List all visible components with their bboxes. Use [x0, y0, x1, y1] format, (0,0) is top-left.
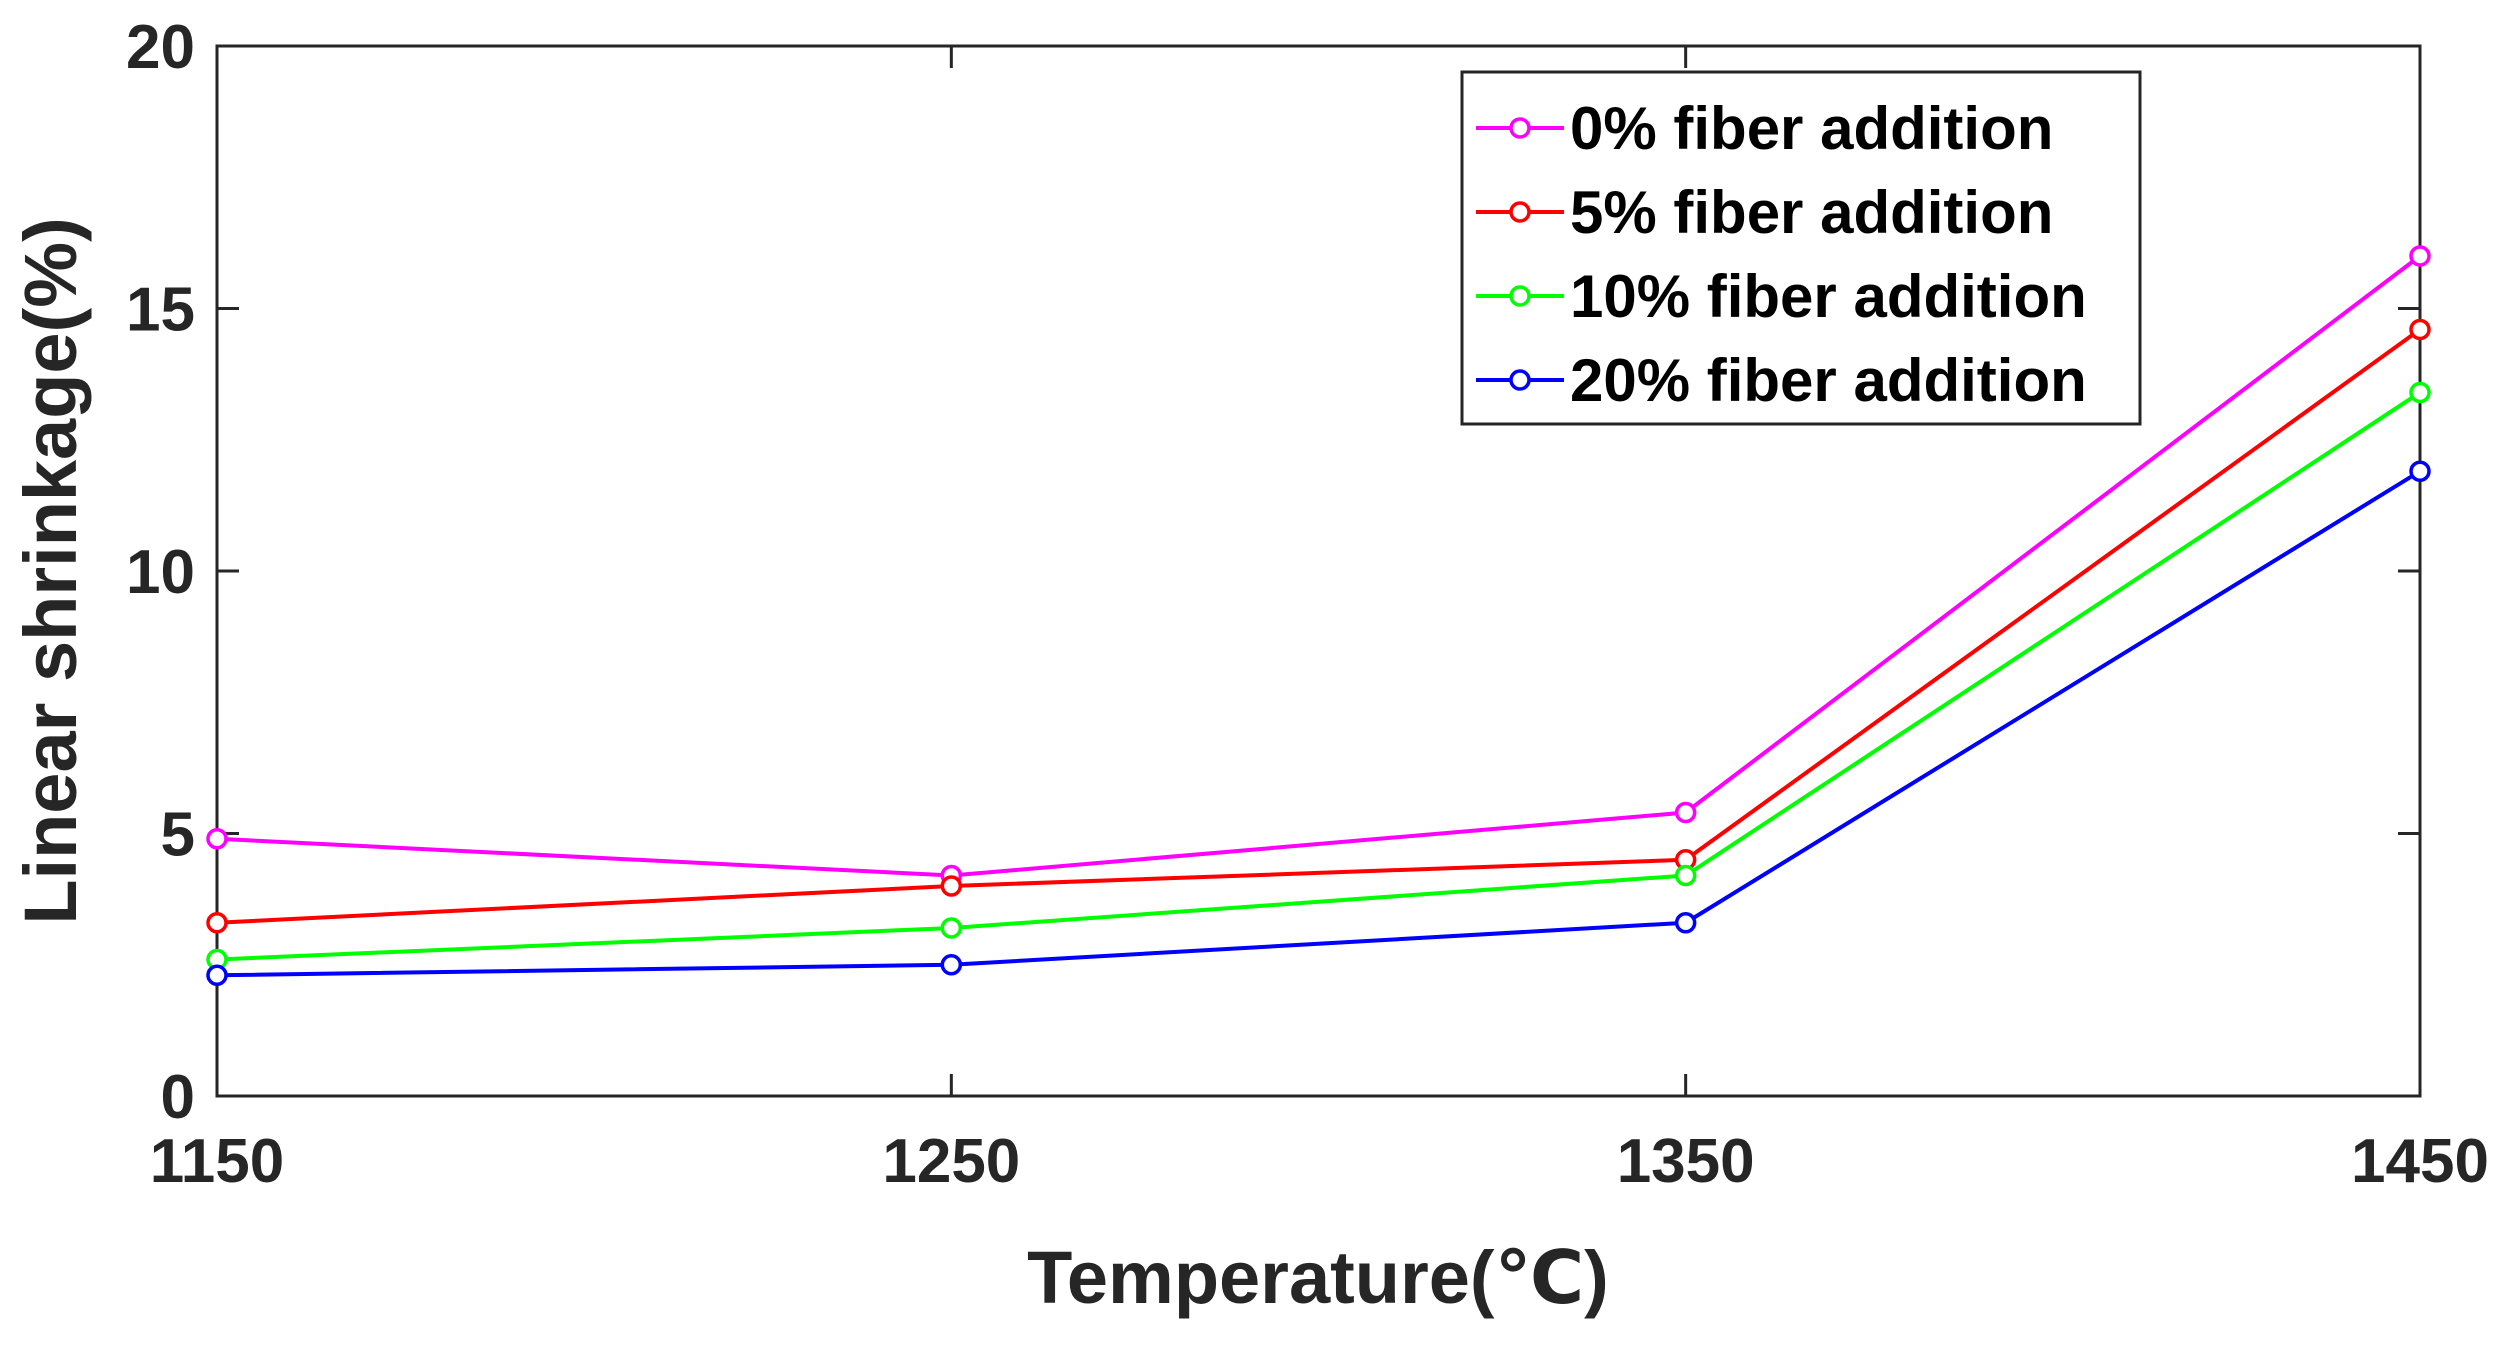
data-point [1674, 801, 1697, 824]
legend-item: 0% fiber addition [1476, 95, 2053, 162]
legend-marker [1509, 369, 1531, 391]
series-1 [206, 318, 2431, 934]
y-axis: 0 5 10 15 20 [126, 13, 2420, 1132]
series-line [216, 469, 2422, 978]
legend-item: 10% fiber addition [1476, 263, 2087, 330]
data-point [940, 875, 963, 897]
data-point [940, 954, 963, 976]
data-point [1674, 864, 1697, 887]
series-layer [206, 245, 2431, 986]
x-tick-label: 1150 [150, 1127, 285, 1196]
data-point [206, 828, 228, 850]
x-tick-label: 1250 [882, 1127, 1020, 1196]
series-0 [206, 245, 2431, 887]
y-tick-label: 20 [126, 13, 195, 82]
y-tick-label: 10 [126, 538, 195, 607]
series-line [216, 254, 2422, 878]
data-point [206, 912, 228, 934]
series-line [216, 327, 2422, 925]
legend-item: 20% fiber addition [1476, 347, 2087, 414]
y-axis-label: Linear shrinkage(%) [9, 217, 92, 924]
y-tick-label: 0 [161, 1063, 195, 1132]
legend-marker [1509, 201, 1531, 223]
data-point [2409, 460, 2431, 482]
legend-box [1460, 70, 2142, 426]
series-3 [206, 460, 2431, 986]
x-axis-label: Temperature(℃) [1027, 1236, 1609, 1319]
legend-marker [1509, 117, 1531, 139]
legend-label: 5% fiber addition [1570, 179, 2053, 246]
series-2 [206, 381, 2431, 971]
legend-label: 20% fiber addition [1570, 347, 2087, 414]
legend-item: 5% fiber addition [1476, 179, 2053, 246]
data-point [1674, 912, 1697, 934]
data-point [2409, 245, 2431, 267]
data-point [2409, 318, 2431, 341]
legend-label: 10% fiber addition [1570, 263, 2087, 330]
legend-marker [1509, 285, 1531, 307]
data-point [2409, 381, 2431, 404]
x-tick-label: 1450 [2351, 1127, 2489, 1196]
legend: 0% fiber addition 5% fiber addition 10% fi… [1460, 70, 2142, 426]
x-axis: 1150 1250 1350 1450 [150, 46, 2489, 1196]
data-point [940, 917, 963, 939]
legend-label: 0% fiber addition [1570, 95, 2053, 162]
x-tick-label: 1350 [1617, 1127, 1755, 1196]
y-tick-label: 5 [161, 801, 195, 870]
y-tick-label: 15 [126, 276, 195, 345]
series-line [216, 390, 2422, 962]
data-point [206, 964, 228, 986]
